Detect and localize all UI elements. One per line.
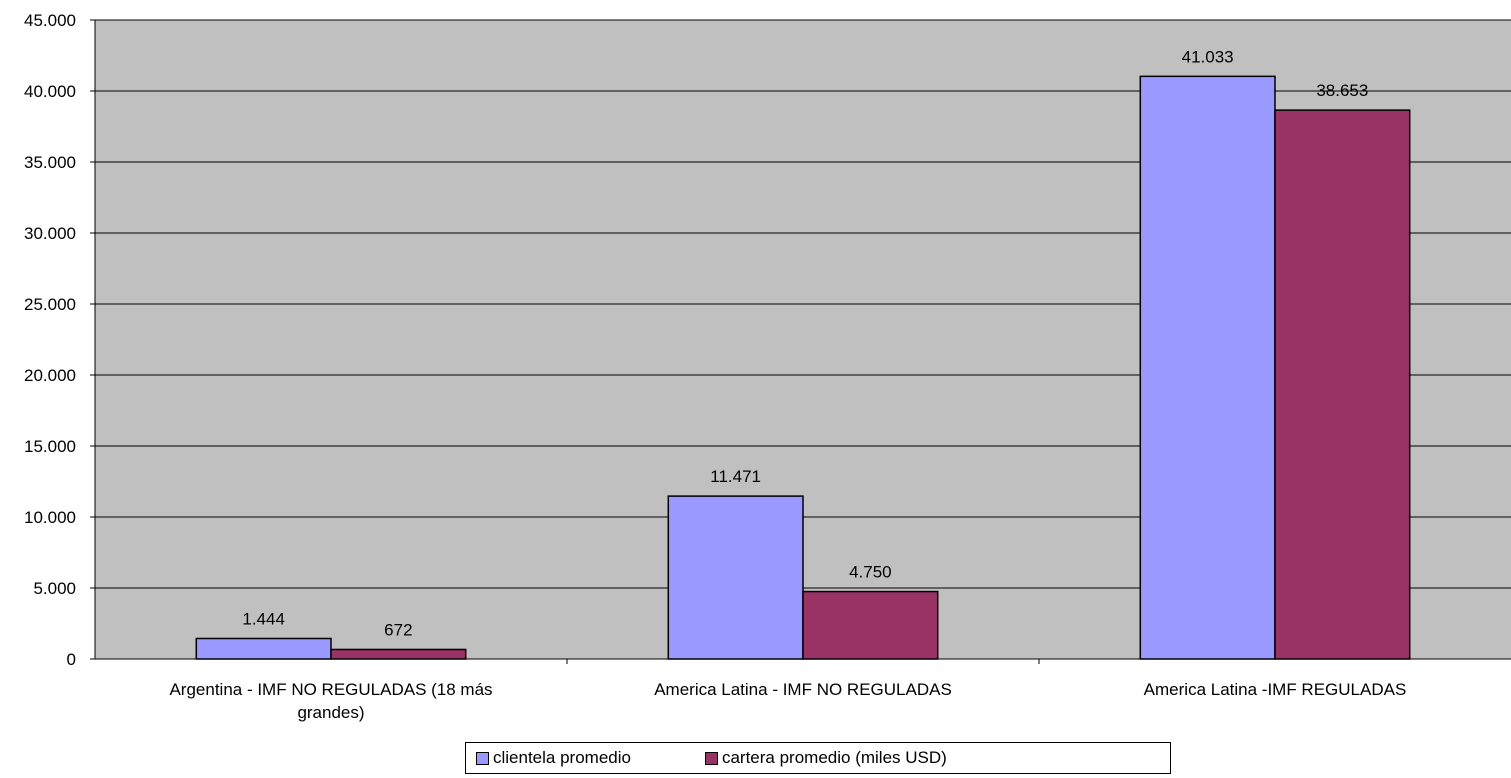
data-label: 4.750 xyxy=(849,563,892,582)
bars xyxy=(195,75,1411,660)
bar-cartera xyxy=(802,590,939,660)
x-tick-label: America Latina - IMF NO REGULADAS xyxy=(654,680,952,699)
y-tick-label: 40.000 xyxy=(24,82,76,101)
data-label: 11.471 xyxy=(710,467,761,486)
x-tick-label: America Latina -IMF REGULADAS xyxy=(1144,680,1407,699)
data-label: 41.033 xyxy=(1182,47,1234,66)
data-label: 672 xyxy=(384,620,412,639)
axes xyxy=(90,19,1511,664)
data-labels: 1.444 672 11.471 4.750 41.033 38.653 xyxy=(242,47,1368,639)
y-tick-labels: 0 5.000 10.000 15.000 20.000 25.000 30.000 35.0… xyxy=(24,11,76,669)
legend-item-clientela: clientela promedio xyxy=(476,748,631,768)
y-tick-label: 45.000 xyxy=(24,11,76,30)
legend-label-clientela: clientela promedio xyxy=(493,748,631,767)
bar-clientela xyxy=(667,495,804,660)
y-tick-label: 0 xyxy=(67,650,76,669)
bar-clientela xyxy=(1139,75,1276,660)
bar-cartera xyxy=(330,648,467,660)
x-tick-label: grandes) xyxy=(297,703,364,722)
y-tick-label: 35.000 xyxy=(24,153,76,172)
legend-swatch-cartera xyxy=(704,751,718,765)
data-label: 38.653 xyxy=(1316,81,1368,100)
legend: clientela promedio cartera promedio (mil… xyxy=(465,742,1171,774)
legend-item-cartera: cartera promedio (miles USD) xyxy=(704,748,947,768)
y-tick-label: 10.000 xyxy=(24,508,76,527)
data-label: 1.444 xyxy=(242,609,285,628)
y-tick-label: 25.000 xyxy=(24,295,76,314)
x-tick-label: Argentina - IMF NO REGULADAS (18 más xyxy=(169,680,492,699)
bar-clientela xyxy=(195,637,332,660)
y-tick-label: 15.000 xyxy=(24,437,76,456)
x-tick-labels: Argentina - IMF NO REGULADAS (18 más gran… xyxy=(169,680,1406,722)
legend-swatch-clientela xyxy=(476,751,489,765)
legend-label-cartera: cartera promedio (miles USD) xyxy=(721,748,947,767)
y-tick-label: 5.000 xyxy=(33,579,76,598)
y-tick-label: 20.000 xyxy=(24,366,76,385)
bar-cartera xyxy=(1274,109,1411,660)
y-tick-label: 30.000 xyxy=(24,224,76,243)
